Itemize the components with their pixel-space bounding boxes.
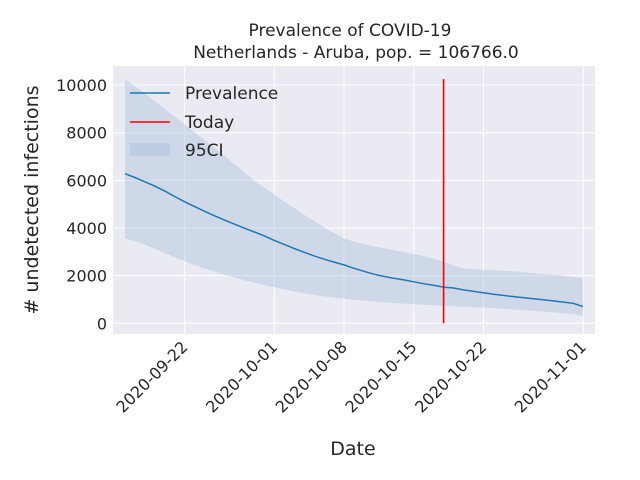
legend-ci-swatch <box>130 143 170 156</box>
x-tick-label: 2020-10-08 <box>272 337 351 416</box>
chart-title: Prevalence of COVID-19 <box>249 21 452 41</box>
y-tick-label: 6000 <box>66 171 107 190</box>
plot-area <box>113 66 595 334</box>
y-axis-label: # undetected infections <box>21 85 43 314</box>
x-tick-label: 2020-11-01 <box>511 337 590 416</box>
x-tick-label: 2020-10-22 <box>411 337 490 416</box>
chart-subtitle: Netherlands - Aruba, pop. = 106766.0 <box>193 43 519 63</box>
prevalence-line <box>124 172 584 308</box>
x-tick-label: 2020-10-01 <box>202 337 281 416</box>
y-tick-label: 2000 <box>66 267 107 286</box>
legend-today-label: Today <box>184 113 234 133</box>
legend: Prevalence Today 95CI <box>130 84 278 161</box>
x-tick-label: 2020-10-15 <box>341 337 420 416</box>
y-tick-labels: 0 2000 4000 6000 8000 10000 <box>56 76 107 333</box>
x-tick-labels: 2020-09-22 2020-10-012020-10-082020-10-15… <box>112 337 590 416</box>
x-gridlines <box>184 66 584 334</box>
x-tick-label: 2020-09-22 <box>112 337 191 416</box>
y-tick-label: 8000 <box>66 124 107 143</box>
y-gridlines <box>113 84 595 324</box>
x-axis-label: Date <box>330 438 375 460</box>
ci-band-95 <box>125 79 583 317</box>
y-tick-label: 4000 <box>66 219 107 238</box>
legend-prevalence-label: Prevalence <box>185 84 278 104</box>
y-tick-label: 10000 <box>56 76 107 95</box>
legend-ci-label: 95CI <box>185 141 224 161</box>
y-tick-label: 0 <box>97 314 107 333</box>
